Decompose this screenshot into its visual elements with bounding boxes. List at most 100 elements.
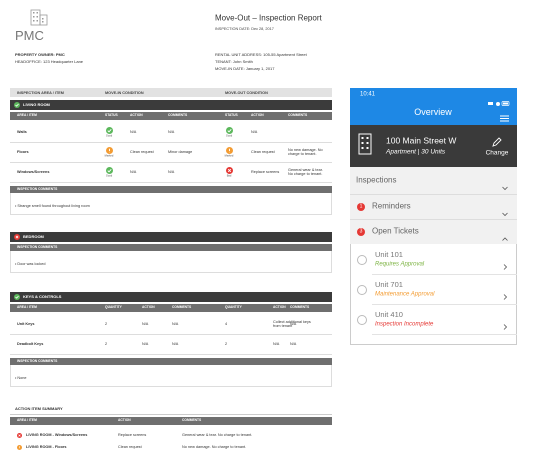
cell-text: N/A <box>130 169 137 174</box>
ticket-unit[interactable]: Unit 101 <box>375 249 403 259</box>
status-label: Marked <box>224 154 234 158</box>
comment: • None <box>15 375 27 380</box>
badge-count: 3 <box>359 228 363 235</box>
cell-text: Replace screens <box>251 169 280 174</box>
comments-bar <box>10 186 332 193</box>
comments-label: INSPECTION COMMENTS <box>17 186 58 191</box>
menu-item[interactable]: Reminders <box>372 201 411 211</box>
table-header-label: COMMENTS <box>168 113 188 118</box>
table-header-label: ACTION <box>130 113 143 118</box>
menu-item[interactable]: Inspections <box>356 175 397 185</box>
cell-text: 4 <box>225 321 228 326</box>
comments-box <box>10 193 332 215</box>
section-bar <box>10 100 332 110</box>
item-name: Unit Keys <box>17 321 35 326</box>
table-header-label: STATUS <box>225 113 238 118</box>
chevron <box>502 257 508 270</box>
table-header-label: ACTION <box>142 305 155 310</box>
badge <box>357 228 365 236</box>
section-bar <box>10 292 332 302</box>
ticket-divider <box>372 304 517 305</box>
cell-text: N/A <box>251 129 258 134</box>
item-name: Walls <box>17 129 27 134</box>
summary-cell: Replace screens <box>118 432 147 437</box>
app-title: Overview <box>414 107 452 118</box>
cell-text: N/A <box>172 321 179 326</box>
cell-text: N/A <box>273 341 280 346</box>
cell-text: 2 <box>105 341 108 346</box>
property-owner: PROPERTY OWNER: PMC <box>15 51 65 57</box>
badge-count: 1 <box>359 202 363 209</box>
column-label: MOVE-IN CONDITION <box>105 90 144 95</box>
row-divider <box>10 353 332 355</box>
chevron <box>502 317 508 330</box>
column-label: MOVE-OUT CONDITION <box>225 90 268 95</box>
table-header-label: COMMENTS <box>288 113 308 118</box>
status-icon <box>225 146 233 154</box>
menu-item[interactable]: Open Tickets <box>372 226 419 236</box>
move-in-date: MOVE-IN DATE: January 1, 2017 <box>215 65 275 71</box>
cell-text: N/A <box>290 341 297 346</box>
summary-header <box>10 417 332 425</box>
section-title: LIVING ROOM <box>23 101 50 107</box>
column-label: INSPECTION AREA / ITEM <box>17 90 64 95</box>
table-header-label: ACTION <box>251 113 264 118</box>
ticket-icon <box>357 285 367 295</box>
ticket-status: Inspection Incomplete <box>375 321 434 328</box>
comments-box <box>10 251 332 273</box>
cell-text: Clean request <box>251 149 275 154</box>
status-icon <box>16 432 22 438</box>
cell-text: N/A <box>172 341 179 346</box>
report-title: Move-Out – Inspection Report <box>215 13 322 23</box>
summary-header-label: ACTION <box>118 418 131 423</box>
cell-text: 2 <box>225 341 228 346</box>
ticket-icon <box>357 255 367 265</box>
status-label: Good <box>225 134 233 138</box>
table-header <box>10 112 332 120</box>
menu-button[interactable] <box>500 109 509 122</box>
item-name: Windows/Screens <box>17 169 50 174</box>
chevron <box>502 229 508 241</box>
cell-text: No new damage. No charge to tenant. <box>288 147 323 156</box>
cell-text: Clean request <box>130 149 154 154</box>
summary-cell: No new damage. No charge to tenant. <box>182 444 247 449</box>
comment: • Strange smell found throughout living … <box>15 203 90 208</box>
cell-text: N/A <box>168 169 175 174</box>
status-label: Good <box>105 134 113 138</box>
row-divider <box>10 161 332 163</box>
row-divider <box>10 333 332 335</box>
change-button[interactable]: Change <box>485 149 509 157</box>
comments-label: INSPECTION COMMENTS <box>17 244 58 249</box>
summary-cell: Clean request <box>118 444 142 449</box>
head-office: HEADOFFICE: 123 Headquarter Lane <box>15 58 84 64</box>
table-header-label: ACTION <box>273 305 286 310</box>
status-icon <box>225 166 233 174</box>
ticket-unit[interactable]: Unit 410 <box>375 309 403 319</box>
ticket-unit[interactable]: Unit 701 <box>375 279 403 289</box>
status-icon <box>14 234 20 240</box>
table-header-label: QUANTITY <box>225 305 242 310</box>
menu-divider <box>350 219 517 220</box>
chevron <box>502 287 508 300</box>
logo-building <box>30 9 48 26</box>
comments-box <box>10 365 332 387</box>
cell-text: Minor damage <box>168 149 193 154</box>
cell-text: Collect additional keys from tenant <box>273 319 311 328</box>
table-header-label: COMMENTS <box>290 305 310 310</box>
row-divider <box>10 181 332 183</box>
status-label: Marked <box>104 154 114 158</box>
summary-cell: LIVING ROOM - Floors <box>26 444 67 449</box>
status-icon <box>225 126 233 134</box>
item-name: Deadbolt Keys <box>17 341 44 346</box>
menu-divider <box>350 193 517 194</box>
menu-bg <box>350 167 517 244</box>
status-icon <box>14 102 20 108</box>
property-icon <box>358 133 372 155</box>
summary-header-label: AREA / ITEM <box>17 418 37 423</box>
property-name: 100 Main Street W <box>386 135 457 146</box>
status-label: Bad <box>226 174 232 178</box>
summary-cell: General wear & tear. No charge to tenant… <box>182 432 253 437</box>
table-header-label: STATUS <box>105 113 118 118</box>
item-name: Floors <box>17 149 29 154</box>
